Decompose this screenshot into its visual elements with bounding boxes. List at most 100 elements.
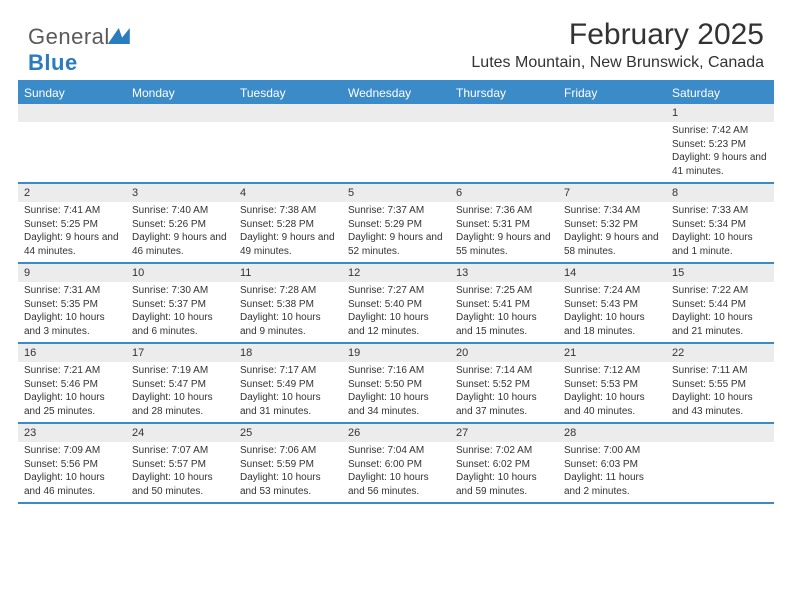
sunrise-line: Sunrise: 7:31 AM <box>24 284 120 298</box>
day-number: 19 <box>342 344 450 362</box>
day-body: Sunrise: 7:22 AMSunset: 5:44 PMDaylight:… <box>666 282 774 342</box>
day-number <box>450 104 558 122</box>
day-body: Sunrise: 7:31 AMSunset: 5:35 PMDaylight:… <box>18 282 126 342</box>
day-number: 28 <box>558 424 666 442</box>
sunset-line: Sunset: 5:29 PM <box>348 218 444 232</box>
daylight-line: Daylight: 10 hours and 15 minutes. <box>456 311 552 338</box>
day-body <box>126 122 234 128</box>
day-number: 7 <box>558 184 666 202</box>
day-body: Sunrise: 7:42 AMSunset: 5:23 PMDaylight:… <box>666 122 774 182</box>
sunrise-line: Sunrise: 7:00 AM <box>564 444 660 458</box>
day-cell: 26Sunrise: 7:04 AMSunset: 6:00 PMDayligh… <box>342 424 450 502</box>
sunrise-line: Sunrise: 7:36 AM <box>456 204 552 218</box>
day-cell: 21Sunrise: 7:12 AMSunset: 5:53 PMDayligh… <box>558 344 666 422</box>
weekday-header-row: SundayMondayTuesdayWednesdayThursdayFrid… <box>18 82 774 104</box>
sunrise-line: Sunrise: 7:42 AM <box>672 124 768 138</box>
page-title: February 2025 <box>471 18 764 52</box>
weekday-header: Tuesday <box>234 82 342 104</box>
week-row: 23Sunrise: 7:09 AMSunset: 5:56 PMDayligh… <box>18 424 774 504</box>
day-number: 24 <box>126 424 234 442</box>
sunset-line: Sunset: 5:38 PM <box>240 298 336 312</box>
sunset-line: Sunset: 6:03 PM <box>564 458 660 472</box>
day-cell: 27Sunrise: 7:02 AMSunset: 6:02 PMDayligh… <box>450 424 558 502</box>
sunset-line: Sunset: 5:32 PM <box>564 218 660 232</box>
sunset-line: Sunset: 5:43 PM <box>564 298 660 312</box>
title-block: February 2025 Lutes Mountain, New Brunsw… <box>471 18 774 72</box>
sunset-line: Sunset: 5:25 PM <box>24 218 120 232</box>
day-body: Sunrise: 7:06 AMSunset: 5:59 PMDaylight:… <box>234 442 342 502</box>
daylight-line: Daylight: 10 hours and 28 minutes. <box>132 391 228 418</box>
day-cell: 19Sunrise: 7:16 AMSunset: 5:50 PMDayligh… <box>342 344 450 422</box>
day-number: 8 <box>666 184 774 202</box>
sunset-line: Sunset: 5:26 PM <box>132 218 228 232</box>
sunrise-line: Sunrise: 7:16 AM <box>348 364 444 378</box>
sunset-line: Sunset: 5:37 PM <box>132 298 228 312</box>
day-cell: 3Sunrise: 7:40 AMSunset: 5:26 PMDaylight… <box>126 184 234 262</box>
daylight-line: Daylight: 10 hours and 21 minutes. <box>672 311 768 338</box>
sunset-line: Sunset: 5:40 PM <box>348 298 444 312</box>
day-number: 27 <box>450 424 558 442</box>
day-number: 12 <box>342 264 450 282</box>
day-body: Sunrise: 7:37 AMSunset: 5:29 PMDaylight:… <box>342 202 450 262</box>
header: General Blue February 2025 Lutes Mountai… <box>18 18 774 76</box>
day-number: 10 <box>126 264 234 282</box>
day-body: Sunrise: 7:24 AMSunset: 5:43 PMDaylight:… <box>558 282 666 342</box>
logo: General Blue <box>18 18 130 76</box>
day-body: Sunrise: 7:00 AMSunset: 6:03 PMDaylight:… <box>558 442 666 502</box>
day-number: 23 <box>18 424 126 442</box>
sunset-line: Sunset: 5:23 PM <box>672 138 768 152</box>
daylight-line: Daylight: 10 hours and 43 minutes. <box>672 391 768 418</box>
sunset-line: Sunset: 5:50 PM <box>348 378 444 392</box>
weekday-header: Friday <box>558 82 666 104</box>
day-body: Sunrise: 7:11 AMSunset: 5:55 PMDaylight:… <box>666 362 774 422</box>
daylight-line: Daylight: 10 hours and 31 minutes. <box>240 391 336 418</box>
sunset-line: Sunset: 5:59 PM <box>240 458 336 472</box>
daylight-line: Daylight: 10 hours and 3 minutes. <box>24 311 120 338</box>
sunrise-line: Sunrise: 7:33 AM <box>672 204 768 218</box>
day-number: 14 <box>558 264 666 282</box>
day-number: 26 <box>342 424 450 442</box>
day-body: Sunrise: 7:07 AMSunset: 5:57 PMDaylight:… <box>126 442 234 502</box>
day-number: 13 <box>450 264 558 282</box>
sunset-line: Sunset: 5:53 PM <box>564 378 660 392</box>
day-body: Sunrise: 7:41 AMSunset: 5:25 PMDaylight:… <box>18 202 126 262</box>
day-number: 25 <box>234 424 342 442</box>
day-number: 2 <box>18 184 126 202</box>
day-number: 3 <box>126 184 234 202</box>
sunset-line: Sunset: 5:52 PM <box>456 378 552 392</box>
day-number: 21 <box>558 344 666 362</box>
day-body: Sunrise: 7:25 AMSunset: 5:41 PMDaylight:… <box>450 282 558 342</box>
sunrise-line: Sunrise: 7:04 AM <box>348 444 444 458</box>
daylight-line: Daylight: 10 hours and 18 minutes. <box>564 311 660 338</box>
sunrise-line: Sunrise: 7:17 AM <box>240 364 336 378</box>
weekday-header: Wednesday <box>342 82 450 104</box>
day-cell: 22Sunrise: 7:11 AMSunset: 5:55 PMDayligh… <box>666 344 774 422</box>
day-body <box>450 122 558 128</box>
sunset-line: Sunset: 6:00 PM <box>348 458 444 472</box>
logo-sail-icon <box>108 28 130 44</box>
calendar: SundayMondayTuesdayWednesdayThursdayFrid… <box>18 80 774 504</box>
sunrise-line: Sunrise: 7:19 AM <box>132 364 228 378</box>
daylight-line: Daylight: 9 hours and 55 minutes. <box>456 231 552 258</box>
day-body: Sunrise: 7:28 AMSunset: 5:38 PMDaylight:… <box>234 282 342 342</box>
day-number <box>126 104 234 122</box>
daylight-line: Daylight: 9 hours and 41 minutes. <box>672 151 768 178</box>
day-body: Sunrise: 7:12 AMSunset: 5:53 PMDaylight:… <box>558 362 666 422</box>
day-body: Sunrise: 7:17 AMSunset: 5:49 PMDaylight:… <box>234 362 342 422</box>
day-cell: 15Sunrise: 7:22 AMSunset: 5:44 PMDayligh… <box>666 264 774 342</box>
day-cell: 23Sunrise: 7:09 AMSunset: 5:56 PMDayligh… <box>18 424 126 502</box>
sunset-line: Sunset: 5:56 PM <box>24 458 120 472</box>
week-row: 2Sunrise: 7:41 AMSunset: 5:25 PMDaylight… <box>18 184 774 264</box>
day-number: 15 <box>666 264 774 282</box>
weeks-container: 1Sunrise: 7:42 AMSunset: 5:23 PMDaylight… <box>18 104 774 504</box>
day-number <box>342 104 450 122</box>
day-number: 9 <box>18 264 126 282</box>
logo-word1: General <box>28 24 110 49</box>
day-cell: 2Sunrise: 7:41 AMSunset: 5:25 PMDaylight… <box>18 184 126 262</box>
daylight-line: Daylight: 10 hours and 1 minute. <box>672 231 768 258</box>
day-body <box>234 122 342 128</box>
day-body: Sunrise: 7:38 AMSunset: 5:28 PMDaylight:… <box>234 202 342 262</box>
sunset-line: Sunset: 5:55 PM <box>672 378 768 392</box>
day-number: 17 <box>126 344 234 362</box>
sunset-line: Sunset: 5:57 PM <box>132 458 228 472</box>
